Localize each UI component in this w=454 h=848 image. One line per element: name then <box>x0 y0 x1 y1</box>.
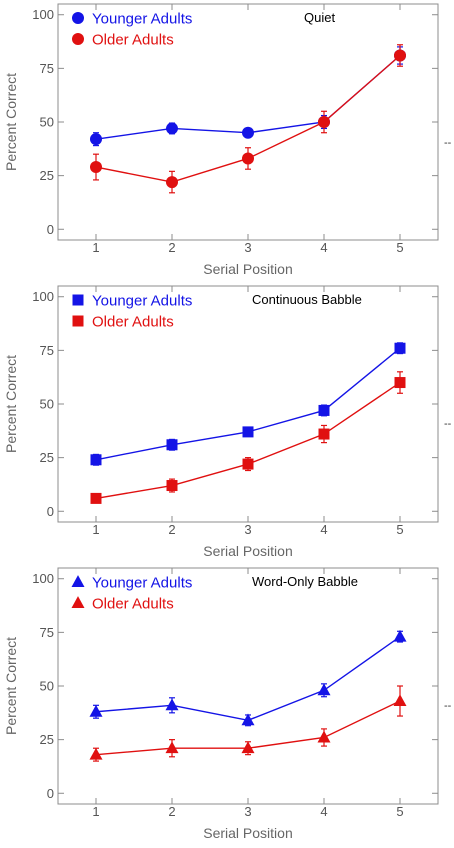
data-point <box>165 741 179 754</box>
series-older <box>89 685 407 762</box>
x-tick-label: 1 <box>92 804 99 819</box>
legend-marker <box>72 33 84 45</box>
y-tick-label: 0 <box>47 504 54 519</box>
x-tick-label: 4 <box>320 240 327 255</box>
chart-panel-3: 0 25 50 75 100 1 2 3 4 5 Serial Position Percent Co… <box>3 567 452 841</box>
series-older <box>90 371 406 504</box>
data-point <box>242 458 254 470</box>
legend-label: Older Adults <box>92 314 174 331</box>
data-point <box>394 342 406 354</box>
legend-marker <box>72 315 84 327</box>
y-axis-label: Percent Correct <box>3 637 19 735</box>
legend-label: Younger Adults <box>92 575 192 592</box>
data-point <box>317 730 331 743</box>
data-point <box>317 683 331 696</box>
y-tick-label: 75 <box>40 61 54 76</box>
y-tick-label: 25 <box>40 732 54 747</box>
data-point <box>242 426 254 438</box>
x-tick-label: 3 <box>244 240 251 255</box>
series-younger <box>90 46 406 147</box>
data-point <box>318 404 330 416</box>
chart-panel-1: 0 25 50 75 100 1 2 3 4 5 Serial Position Percent Co… <box>3 3 452 277</box>
chart-panel-2: 0 25 50 75 100 1 2 3 4 5 Serial Position Percent Co… <box>3 285 452 559</box>
panel-title: Word-Only Babble <box>252 574 358 589</box>
data-point <box>393 629 407 642</box>
data-point <box>318 428 330 440</box>
legend-label: Older Adults <box>92 596 174 613</box>
data-point <box>166 439 178 451</box>
x-tick-label: 2 <box>168 240 175 255</box>
legend-marker <box>72 12 84 24</box>
y-tick-label: 25 <box>40 168 54 183</box>
legend: Younger Adults Older Adults <box>72 293 192 331</box>
series-older <box>90 44 406 194</box>
y-tick-label: 50 <box>40 115 54 130</box>
side-mark: -- <box>444 700 452 712</box>
y-tick-label: 50 <box>40 679 54 694</box>
x-tick-label: 1 <box>92 522 99 537</box>
y-tick-label: 0 <box>47 786 54 801</box>
data-point <box>242 126 254 139</box>
y-tick-label: 75 <box>40 343 54 358</box>
legend-label: Older Adults <box>92 32 174 49</box>
x-tick-label: 4 <box>320 804 327 819</box>
x-tick-label: 2 <box>168 522 175 537</box>
data-point <box>241 741 255 754</box>
x-axis-label: Serial Position <box>203 261 293 277</box>
x-tick-label: 3 <box>244 804 251 819</box>
data-point <box>89 747 103 760</box>
data-point <box>90 161 102 174</box>
data-point <box>90 133 102 146</box>
data-point <box>394 49 406 62</box>
legend-marker <box>71 575 85 587</box>
data-point <box>393 694 407 706</box>
y-tick-label: 0 <box>47 222 54 237</box>
series-line <box>95 636 401 722</box>
x-tick-label: 1 <box>92 240 99 255</box>
x-tick-label: 5 <box>396 804 403 819</box>
y-tick-label: 100 <box>32 571 54 586</box>
legend-label: Younger Adults <box>92 293 192 310</box>
data-point <box>90 492 102 504</box>
series-line <box>95 381 401 500</box>
x-axis-label: Serial Position <box>203 825 293 841</box>
series-line <box>95 347 401 461</box>
side-mark: -- <box>444 137 452 149</box>
legend-marker <box>72 294 84 306</box>
side-mark: -- <box>444 418 452 430</box>
data-point <box>242 152 254 165</box>
data-point <box>166 176 178 189</box>
legend-label: Younger Adults <box>92 11 192 28</box>
series-younger <box>90 342 406 466</box>
panel-title: Continuous Babble <box>252 292 362 307</box>
data-point <box>89 704 103 717</box>
legend-marker <box>71 596 85 608</box>
data-point <box>166 122 178 135</box>
data-point <box>394 377 406 389</box>
legend: Younger Adults Older Adults <box>72 11 192 49</box>
x-tick-label: 3 <box>244 522 251 537</box>
y-tick-label: 100 <box>32 7 54 22</box>
series-younger <box>89 629 407 727</box>
data-point <box>90 454 102 466</box>
y-axis-label: Percent Correct <box>3 73 19 171</box>
panel-title: Quiet <box>304 10 335 25</box>
x-tick-label: 4 <box>320 522 327 537</box>
y-tick-label: 50 <box>40 397 54 412</box>
legend: Younger Adults Older Adults <box>71 575 192 613</box>
y-tick-label: 75 <box>40 625 54 640</box>
x-axis-label: Serial Position <box>203 543 293 559</box>
series-line <box>95 54 401 140</box>
data-point <box>318 116 330 128</box>
data-point <box>165 698 179 711</box>
y-tick-label: 100 <box>32 289 54 304</box>
data-point <box>166 480 178 492</box>
x-tick-label: 5 <box>396 240 403 255</box>
x-tick-label: 2 <box>168 804 175 819</box>
data-point <box>241 713 255 726</box>
x-tick-label: 5 <box>396 522 403 537</box>
y-axis-label: Percent Correct <box>3 355 19 453</box>
y-tick-label: 25 <box>40 450 54 465</box>
